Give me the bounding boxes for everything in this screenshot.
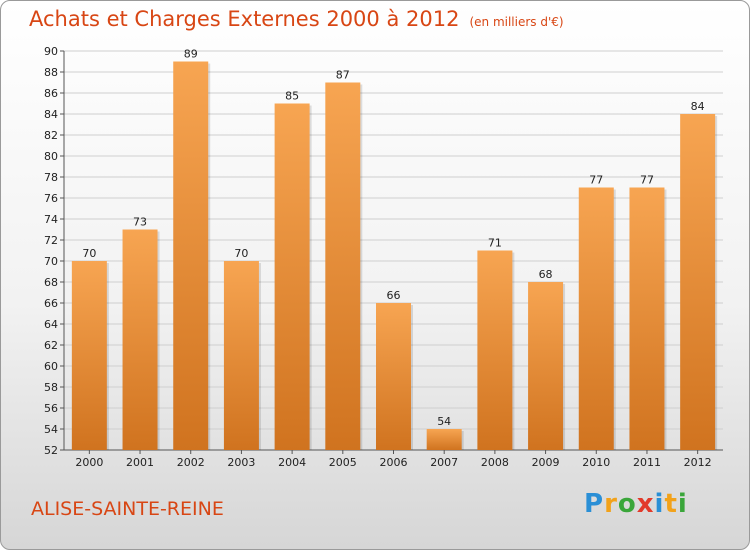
logo-letter: i [677,489,688,519]
value-label-2012: 84 [691,100,705,113]
value-label-2005: 87 [336,69,350,82]
y-tick-label: 70 [44,255,58,268]
y-tick-label: 84 [44,108,58,121]
y-tick-label: 62 [44,339,58,352]
bar-2002 [173,61,209,450]
value-label-2009: 68 [539,268,553,281]
x-tick-label-2004: 2004 [278,456,306,469]
bar-2004 [274,103,310,450]
y-tick-label: 86 [44,87,58,100]
y-tick-label: 82 [44,129,58,142]
commune-name: ALISE-SAINTE-REINE [31,498,224,520]
value-label-2008: 71 [488,237,502,250]
bar-2000 [71,261,107,450]
y-tick-label: 80 [44,150,58,163]
y-tick-label: 58 [44,381,58,394]
bars [71,61,718,450]
bar-2001 [122,229,158,450]
labels: 52 54 56 58 60 62 64 66 68 70 72 74 76 78 80 82 84 86 88 90… [44,45,712,469]
x-tick-label-2001: 2001 [126,456,154,469]
y-tick-label: 66 [44,297,58,310]
bar-2007 [426,429,462,450]
y-tick-label: 64 [44,318,58,331]
x-tick-label-2000: 2000 [75,456,103,469]
proxiti-logo: Proxiti [584,489,688,519]
bar-2005 [325,82,361,450]
value-label-2000: 70 [82,247,96,260]
logo-letter: P [584,489,605,519]
chart-subtitle: (en milliers d'€) [469,15,564,29]
bar-2010 [578,187,614,450]
logo-letter: i [654,489,665,519]
x-tick-label-2012: 2012 [684,456,712,469]
x-tick-label-2005: 2005 [329,456,357,469]
y-tick-label: 78 [44,171,58,184]
x-tick-label-2006: 2006 [380,456,408,469]
bar-2008 [477,250,513,450]
bar-2003 [223,261,259,450]
y-tick-label: 74 [44,213,58,226]
value-label-2003: 70 [234,247,248,260]
y-tick-label: 88 [44,66,58,79]
y-tick-label: 72 [44,234,58,247]
x-tick-label-2009: 2009 [532,456,560,469]
x-tick-label-2010: 2010 [582,456,610,469]
value-label-2007: 54 [437,415,451,428]
value-label-2001: 73 [133,216,147,229]
x-tick-label-2008: 2008 [481,456,509,469]
value-label-2010: 77 [589,174,603,187]
y-tick-label: 54 [44,423,58,436]
y-tick-label: 56 [44,402,58,415]
value-label-2011: 77 [640,174,654,187]
bar-2012 [680,114,716,450]
logo-letter: o [617,489,637,519]
value-label-2004: 85 [285,90,299,103]
y-tick-label: 90 [44,45,58,58]
logo-letter: t [664,489,678,519]
x-tick-label-2011: 2011 [633,456,661,469]
y-tick-label: 52 [44,444,58,457]
x-tick-label-2003: 2003 [227,456,255,469]
value-label-2002: 89 [184,48,198,61]
x-tick-label-2007: 2007 [430,456,458,469]
y-tick-label: 60 [44,360,58,373]
bar-2009 [528,282,564,450]
y-tick-label: 76 [44,192,58,205]
chart-title: Achats et Charges Externes 2000 à 2012 (e… [29,7,564,31]
chart-title-text: Achats et Charges Externes 2000 à 2012 [29,7,460,31]
value-label-2006: 66 [387,289,401,302]
bar-2006 [376,303,411,450]
x-tick-label-2002: 2002 [177,456,205,469]
logo-letter: r [604,489,618,519]
logo-letter: x [636,489,655,519]
y-tick-label: 68 [44,276,58,289]
bar-2011 [629,187,665,450]
